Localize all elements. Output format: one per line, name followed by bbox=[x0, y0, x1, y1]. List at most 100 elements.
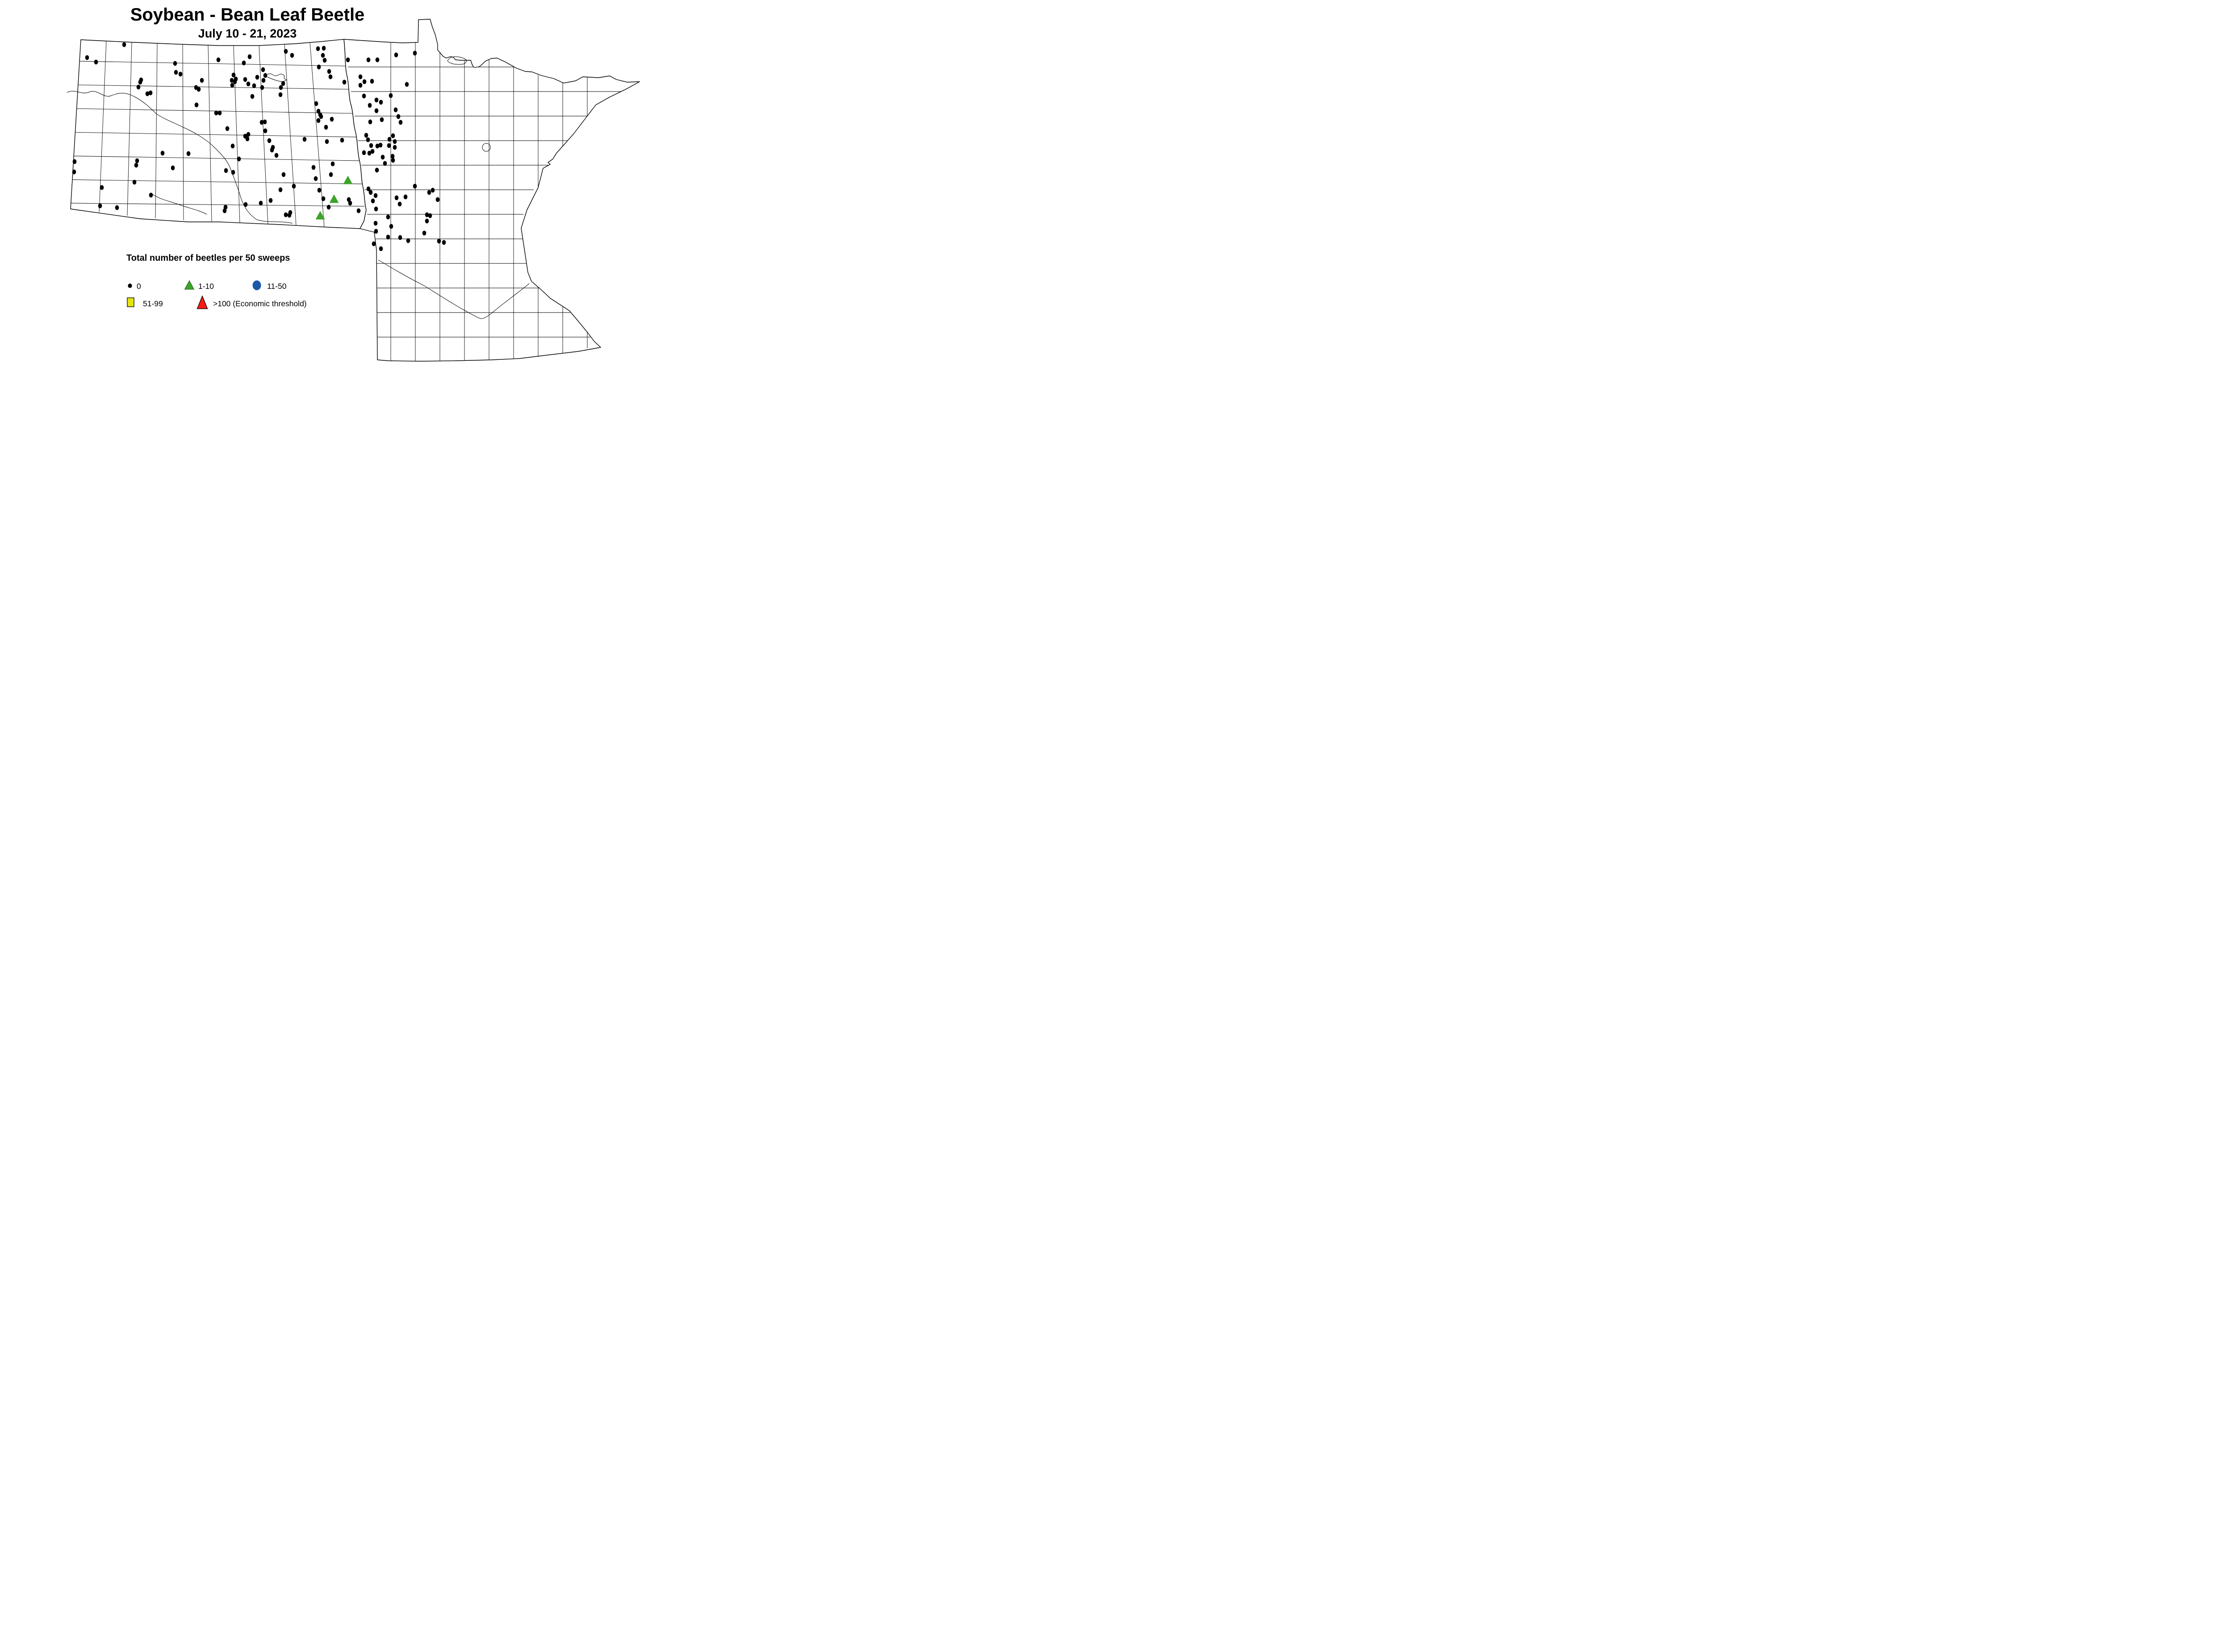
map-point-zero bbox=[348, 200, 352, 206]
map-point-zero bbox=[132, 179, 137, 185]
map-point-zero bbox=[263, 119, 267, 125]
map-point-zero bbox=[316, 46, 320, 51]
minnesota-river-line bbox=[378, 259, 530, 319]
map-point-zero bbox=[321, 53, 325, 58]
map-point-zero bbox=[340, 138, 344, 143]
page-subtitle: July 10 - 21, 2023 bbox=[198, 27, 297, 40]
map-point-zero bbox=[225, 126, 230, 131]
map-point-zero bbox=[368, 103, 372, 108]
map-point-zero bbox=[366, 57, 371, 63]
legend-title: Total number of beetles per 50 sweeps bbox=[126, 253, 290, 263]
map-point-zero bbox=[396, 114, 401, 119]
map-point-zero bbox=[364, 133, 368, 138]
map-point-zero bbox=[274, 153, 279, 158]
map-point-zero bbox=[98, 203, 102, 209]
map-point-zero bbox=[316, 118, 321, 123]
map-point-zero bbox=[389, 224, 393, 229]
map-point-zero bbox=[442, 240, 446, 245]
map-point-zero bbox=[386, 234, 390, 240]
map-point-zero bbox=[380, 117, 384, 122]
map-point-zero bbox=[431, 188, 435, 193]
map-point-zero bbox=[413, 50, 417, 56]
map-point-zero bbox=[387, 137, 392, 142]
map-point-zero bbox=[284, 49, 288, 54]
map-point-zero bbox=[398, 120, 403, 125]
map-point-zero bbox=[413, 184, 417, 189]
map-point-zero bbox=[393, 145, 397, 150]
map-point-zero bbox=[322, 46, 326, 51]
map-point-zero bbox=[245, 136, 250, 142]
triangle-large-icon bbox=[197, 295, 208, 309]
map-point-zero bbox=[322, 58, 327, 63]
map-point-zero bbox=[368, 119, 372, 125]
map-point-zero bbox=[197, 87, 201, 92]
map-point-zero bbox=[386, 214, 390, 220]
map-point-zero bbox=[435, 197, 440, 202]
map-point-zero bbox=[174, 70, 178, 75]
river-lake-lines bbox=[67, 56, 530, 319]
map-point-zero bbox=[391, 133, 395, 138]
page-title: Soybean - Bean Leaf Beetle bbox=[130, 5, 365, 25]
map-point-zero bbox=[149, 192, 153, 198]
map-point-zero bbox=[394, 195, 399, 200]
map-point-zero bbox=[379, 246, 383, 251]
map-point-zero bbox=[378, 142, 383, 148]
map-point-zero bbox=[370, 79, 374, 84]
map-point-zero bbox=[326, 204, 331, 210]
cannonball-river-line bbox=[151, 193, 207, 215]
map-point-zero bbox=[393, 139, 397, 144]
map-point-1-10 bbox=[329, 194, 339, 203]
dot-icon bbox=[128, 284, 132, 288]
map-point-zero bbox=[263, 73, 268, 78]
map-point-zero bbox=[281, 172, 286, 177]
map-point-zero bbox=[369, 143, 373, 148]
map-point-zero bbox=[263, 128, 268, 133]
map-point-zero bbox=[428, 213, 432, 218]
map-point-zero bbox=[134, 163, 138, 168]
red-lake-line bbox=[447, 56, 467, 65]
legend: Total number of beetles per 50 sweeps 0 … bbox=[126, 253, 307, 309]
survey-map-canvas: Soybean - Bean Leaf Beetle July 10 - 21,… bbox=[67, 5, 640, 362]
map-point-zero bbox=[230, 83, 234, 88]
map-point-zero bbox=[422, 230, 427, 236]
map-point-zero bbox=[362, 150, 366, 155]
map-point-zero bbox=[302, 137, 307, 142]
beetle-survey-map-page: Soybean - Bean Leaf Beetle July 10 - 21,… bbox=[0, 0, 700, 367]
map-point-zero bbox=[372, 241, 376, 246]
map-point-zero bbox=[375, 167, 379, 173]
map-point-1-10 bbox=[343, 175, 353, 184]
map-point-zero bbox=[311, 165, 316, 170]
map-point-zero bbox=[122, 42, 126, 47]
map-point-zero bbox=[217, 110, 222, 116]
map-point-zero bbox=[390, 154, 395, 159]
devils-lake-line bbox=[265, 73, 287, 82]
map-point-zero bbox=[115, 205, 119, 210]
map-point-zero bbox=[290, 53, 294, 58]
triangle-icon bbox=[184, 280, 195, 290]
map-point-zero bbox=[373, 193, 378, 198]
map-point-zero bbox=[250, 94, 255, 99]
map-point-zero bbox=[230, 143, 235, 149]
map-point-zero bbox=[214, 110, 218, 116]
map-point-zero bbox=[255, 75, 259, 80]
map-point-zero bbox=[379, 100, 383, 105]
map-point-zero bbox=[368, 190, 373, 195]
map-point-zero bbox=[222, 208, 227, 213]
map-point-zero bbox=[387, 143, 391, 148]
map-point-zero bbox=[231, 72, 236, 78]
map-point-zero bbox=[366, 137, 370, 142]
map-point-zero bbox=[230, 78, 234, 83]
map-point-zero bbox=[247, 54, 252, 59]
map-point-zero bbox=[347, 197, 351, 202]
map-point-zero bbox=[135, 158, 139, 163]
map-point-zero bbox=[136, 84, 141, 90]
map-point-zero bbox=[173, 61, 177, 66]
map-point-zero bbox=[194, 102, 199, 108]
map-point-zero bbox=[261, 78, 266, 83]
map-point-zero bbox=[437, 238, 441, 244]
map-point-zero bbox=[148, 90, 153, 96]
map-point-zero bbox=[246, 132, 251, 137]
north-dakota-county-lines bbox=[71, 41, 365, 227]
map-point-zero bbox=[321, 196, 326, 201]
map-point-zero bbox=[243, 77, 247, 82]
